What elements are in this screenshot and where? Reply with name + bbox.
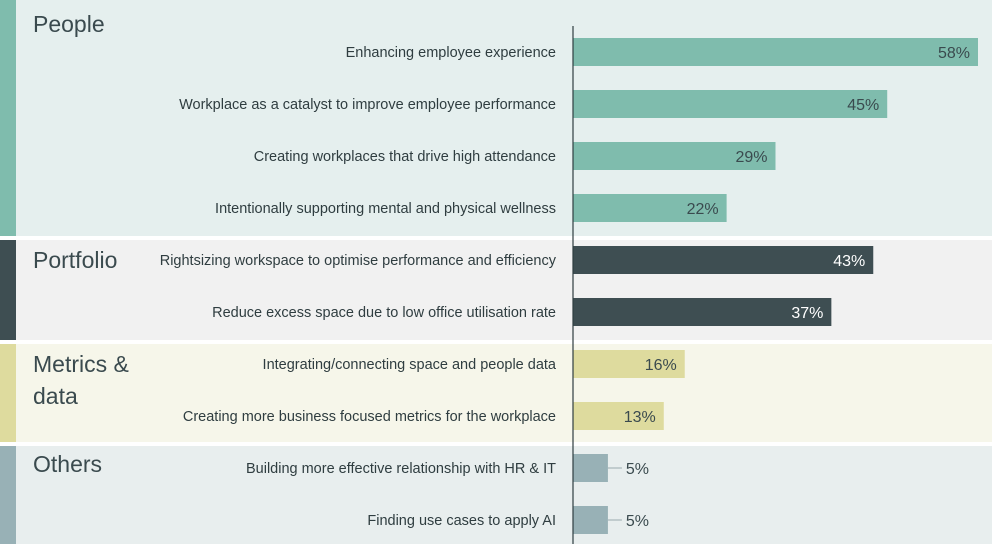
bar-row: Rightsizing workspace to optimise perfor…: [160, 246, 874, 274]
category-label: Finding use cases to apply AI: [367, 513, 556, 529]
bar-row: Finding use cases to apply AI 5%: [367, 506, 649, 534]
value-label: 22%: [687, 201, 719, 218]
value-label: 5%: [626, 513, 649, 530]
group-accent-bar: [0, 446, 16, 544]
value-label: 29%: [735, 149, 767, 166]
category-label: Creating more business focused metrics f…: [183, 409, 556, 425]
value-label: 13%: [624, 409, 656, 426]
group-title: People: [33, 11, 105, 37]
bar: [573, 350, 685, 378]
value-label: 58%: [938, 45, 970, 62]
category-label: Creating workplaces that drive high atte…: [254, 149, 556, 165]
bar-row: Reduce excess space due to low office ut…: [212, 298, 832, 326]
value-label: 37%: [791, 305, 823, 322]
bar-row: Creating workplaces that drive high atte…: [254, 142, 776, 170]
category-label: Integrating/connecting space and people …: [263, 357, 557, 373]
bar: [573, 402, 664, 430]
group-accent-bar: [0, 344, 16, 442]
bar: [573, 246, 874, 274]
value-label: 16%: [645, 357, 677, 374]
group-band: Metrics & data: [0, 344, 992, 442]
bar-row: Integrating/connecting space and people …: [263, 350, 685, 378]
category-label: Intentionally supporting mental and phys…: [215, 201, 556, 217]
group-accent-bar: [0, 0, 16, 236]
group-title: Portfolio: [33, 247, 118, 273]
value-label: 5%: [626, 461, 649, 478]
bar: [573, 194, 727, 222]
category-label: Workplace as a catalyst to improve emplo…: [179, 97, 556, 113]
bar: [573, 454, 608, 482]
value-label: 45%: [847, 97, 879, 114]
group-band: Others: [0, 446, 992, 544]
bar-row: Intentionally supporting mental and phys…: [215, 194, 727, 222]
category-label: Building more effective relationship wit…: [246, 461, 556, 477]
group-accent-bar: [0, 240, 16, 340]
bar-row: Creating more business focused metrics f…: [183, 402, 664, 430]
category-label: Rightsizing workspace to optimise perfor…: [160, 253, 557, 269]
group-title: Metrics & data: [33, 351, 129, 409]
category-label: Enhancing employee experience: [346, 45, 556, 61]
bar-row: Building more effective relationship wit…: [246, 454, 649, 482]
category-label: Reduce excess space due to low office ut…: [212, 305, 556, 321]
value-label: 43%: [833, 253, 865, 270]
bar: [573, 506, 608, 534]
bar: [573, 142, 776, 170]
bar: [573, 298, 832, 326]
bar-row: Enhancing employee experience 58%: [346, 38, 978, 66]
group-title: Others: [33, 451, 103, 477]
bar-row: Workplace as a catalyst to improve emplo…: [179, 90, 888, 118]
bar: [573, 90, 888, 118]
bar: [573, 38, 978, 66]
